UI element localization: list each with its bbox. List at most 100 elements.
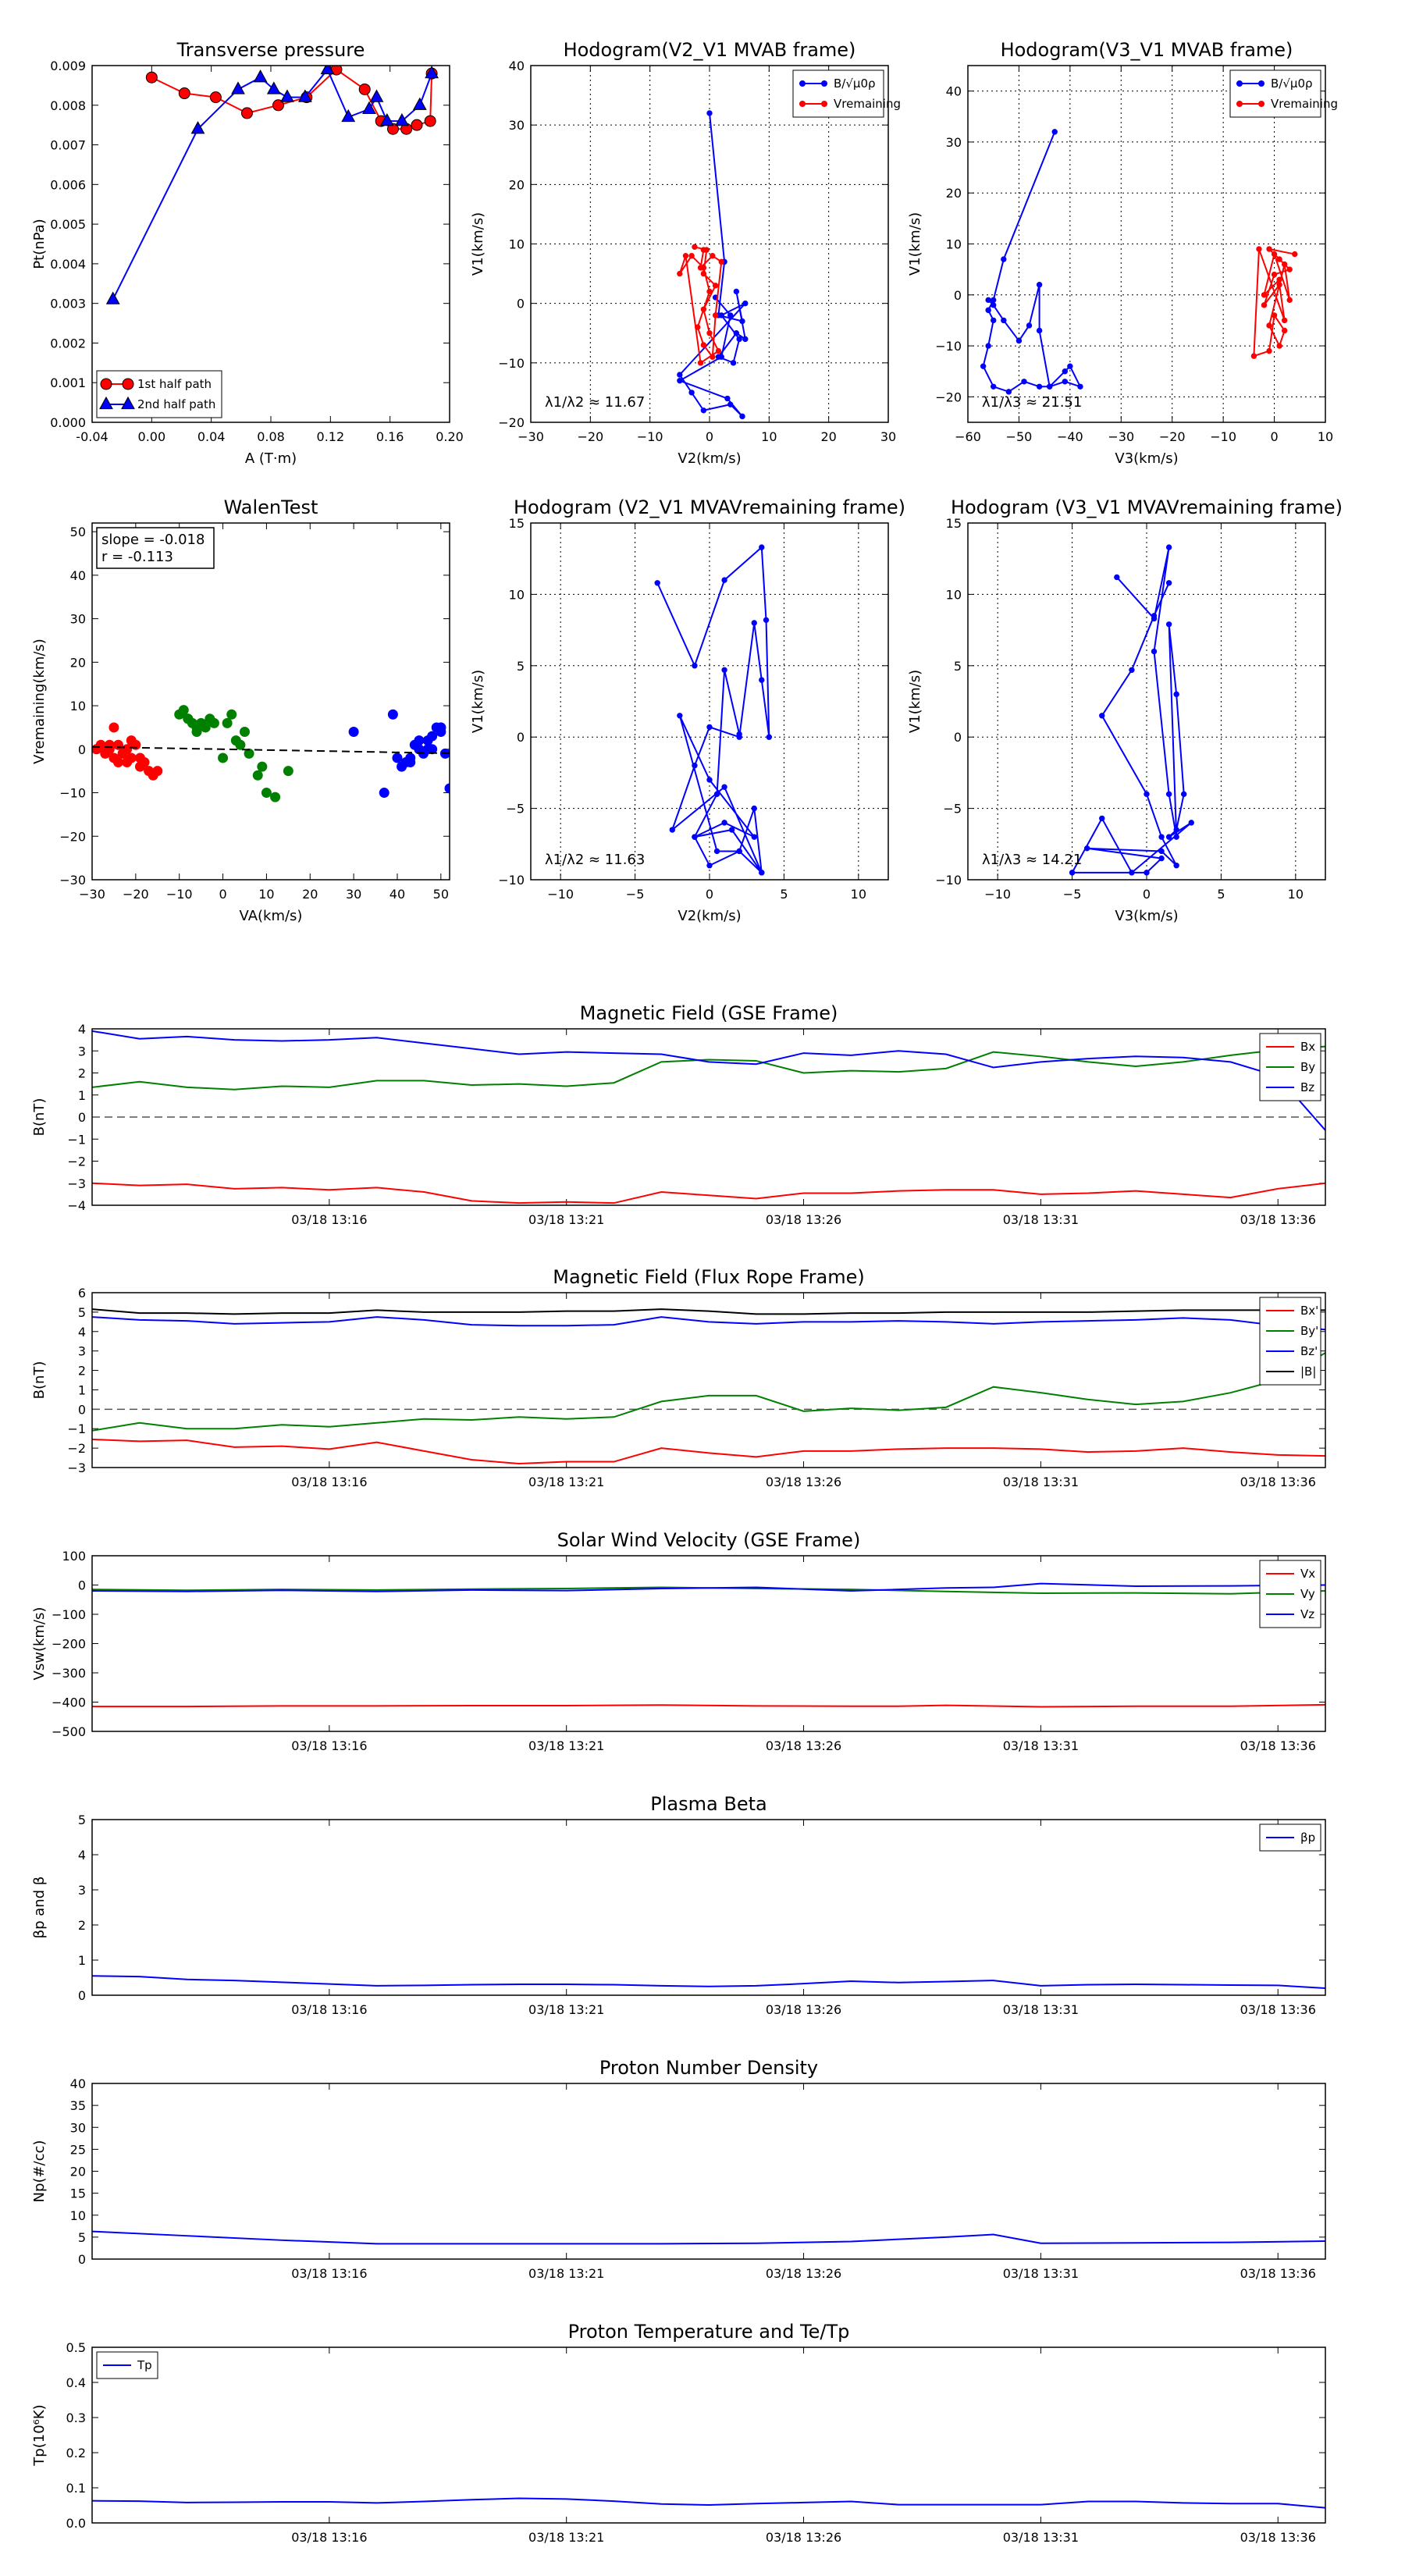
y-tick-label: 40 — [70, 568, 86, 583]
data-point — [985, 307, 991, 314]
data-point — [183, 713, 194, 724]
x-tick-label: 50 — [433, 887, 449, 902]
legend-box — [1259, 1297, 1321, 1386]
legend-label: |B| — [1300, 1364, 1316, 1379]
data-point — [412, 97, 427, 110]
x-tick-label: −30 — [79, 887, 105, 902]
y-tick-label: 4 — [78, 1325, 86, 1340]
chart-title: Magnetic Field (Flux Rope Frame) — [553, 1266, 864, 1288]
x-tick-label: −10 — [547, 887, 574, 902]
data-point — [710, 354, 716, 360]
data-point — [1276, 276, 1282, 283]
data-point — [1151, 613, 1158, 619]
series-line-0 — [92, 1438, 1325, 1465]
x-tick-label: 0 — [1143, 887, 1151, 902]
y-tick-label: −10 — [59, 786, 86, 801]
legend: B/√μ0ρ Vremaining — [1229, 69, 1338, 118]
y-tick-label: 0.002 — [50, 336, 86, 350]
legend-marker — [821, 80, 827, 87]
x-tick-label: 03/18 13:36 — [1240, 1212, 1316, 1227]
x-tick-label: 0.16 — [376, 429, 404, 444]
data-point — [718, 354, 724, 360]
x-tick-label: 30 — [346, 887, 361, 902]
y-tick-label: −200 — [52, 1637, 86, 1652]
x-tick-label: −20 — [123, 887, 149, 902]
axes-frame — [530, 65, 889, 423]
chart-title: Hodogram(V2_V1 MVAB frame) — [564, 39, 856, 61]
x-tick-label: 0 — [219, 887, 226, 902]
y-tick-label: 0.1 — [66, 2481, 86, 2496]
y-tick-label: 3 — [78, 1344, 86, 1359]
data-point — [261, 788, 272, 799]
x-tick-label: 03/18 13:21 — [528, 2530, 604, 2545]
legend-label: Bx' — [1300, 1304, 1318, 1318]
data-point — [283, 766, 293, 777]
series-line-0 — [92, 1703, 1325, 1708]
x-tick-label: 03/18 13:16 — [291, 2266, 367, 2281]
data-point — [1036, 282, 1043, 288]
chart-walen_test: WalenTest VA(km/s) Vremaining(km/s) −30 −20 −… — [31, 496, 450, 924]
y-tick-label: 50 — [70, 525, 86, 539]
x-tick-label: 03/18 13:31 — [1003, 1738, 1079, 1753]
data-point — [677, 713, 683, 719]
axes-frame — [91, 2347, 1326, 2524]
series-line-0 — [678, 112, 747, 418]
legend-marker — [100, 378, 112, 390]
x-tick-label: −10 — [637, 429, 663, 444]
y-tick-label: 0.3 — [66, 2411, 86, 2425]
plot-area — [105, 66, 439, 304]
data-point — [1158, 834, 1165, 840]
y-tick-label: 15 — [70, 2186, 86, 2201]
series-line-2 — [92, 1582, 1325, 1592]
y-tick-label: 3 — [78, 1044, 86, 1059]
x-tick-label: 03/18 13:31 — [1003, 1212, 1079, 1227]
legend: Bx' By' Bz' |B| — [1259, 1297, 1321, 1386]
plot-area — [92, 1308, 1325, 1465]
data-point — [122, 744, 133, 755]
y-axis-label: V1(km/s) — [907, 670, 923, 733]
x-tick-label: 5 — [1217, 887, 1225, 902]
x-tick-label: 03/18 13:36 — [1240, 2530, 1316, 2545]
y-tick-label: −20 — [498, 415, 525, 430]
x-tick-label: 03/18 13:16 — [291, 1212, 367, 1227]
data-point — [1151, 648, 1158, 655]
legend-label: Vy — [1300, 1587, 1315, 1601]
eigenvalue-ratio-annotation: λ1/λ2 ≈ 11.67 — [545, 394, 645, 411]
data-point — [190, 121, 205, 134]
data-point — [1062, 368, 1069, 375]
x-tick-label: 03/18 13:31 — [1003, 2530, 1079, 2545]
x-tick-label: −5 — [1063, 887, 1082, 902]
chart-title: Proton Temperature and Te/Tp — [568, 2321, 850, 2343]
series-line-0 — [1070, 546, 1192, 874]
y-tick-label: 0 — [954, 288, 962, 303]
data-point — [682, 253, 689, 259]
y-tick-label: 40 — [70, 2076, 86, 2091]
legend-marker — [121, 396, 135, 410]
data-point — [1001, 317, 1007, 324]
data-point — [145, 71, 158, 84]
x-tick-label: 5 — [780, 887, 788, 902]
data-point — [718, 312, 724, 318]
data-point — [1114, 574, 1120, 581]
data-point — [208, 717, 219, 728]
series-line-0 — [982, 131, 1082, 393]
data-point — [1036, 327, 1043, 334]
data-point — [1261, 302, 1268, 308]
y-tick-label: 0 — [954, 730, 962, 745]
data-point — [710, 253, 716, 259]
data-point — [392, 753, 403, 763]
x-tick-label: 10 — [258, 887, 274, 902]
data-point — [425, 66, 439, 79]
x-tick-label: 10 — [761, 429, 777, 444]
data-point — [257, 761, 268, 772]
y-tick-label: 1 — [78, 1088, 86, 1103]
y-tick-label: 0.2 — [66, 2446, 86, 2460]
data-point — [736, 848, 742, 855]
data-point — [379, 112, 394, 126]
chart-title: Magnetic Field (GSE Frame) — [580, 1002, 838, 1024]
y-axis-label: Pt(nPa) — [31, 219, 48, 269]
data-point — [700, 270, 707, 277]
data-point — [991, 317, 997, 324]
y-axis-label: Vsw(km/s) — [31, 1607, 48, 1681]
legend-marker — [799, 101, 806, 107]
